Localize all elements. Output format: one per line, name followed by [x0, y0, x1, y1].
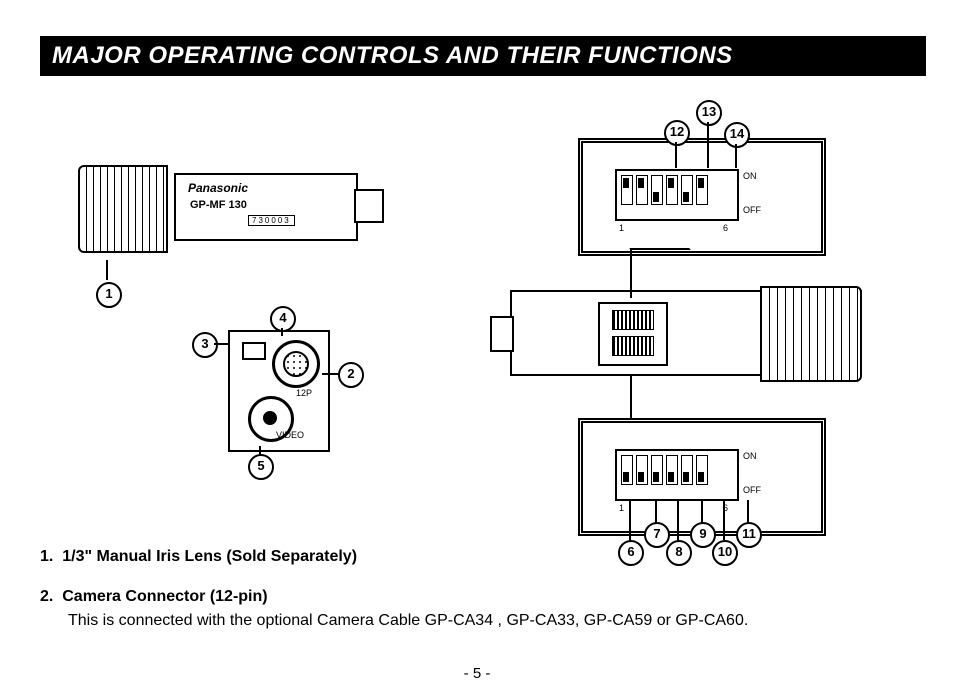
camera-side-view: Panasonic GP-MF 130 730003: [78, 155, 398, 259]
dip-switch-row: [617, 451, 737, 489]
label-12p: 12P: [296, 388, 312, 398]
callout-9: 9: [690, 522, 716, 548]
callout-3: 3: [192, 332, 218, 358]
callout-10: 10: [712, 540, 738, 566]
section-title: MAJOR OPERATING CONTROLS AND THEIR FUNCT…: [52, 42, 733, 69]
callout-6: 6: [618, 540, 644, 566]
item-num: 2.: [40, 588, 53, 605]
dip-on-label: ON: [743, 451, 757, 461]
callout-7: 7: [644, 522, 670, 548]
dip-num-6: 6: [723, 223, 728, 233]
leader-line: [701, 500, 703, 524]
callout-11: 11: [736, 522, 762, 548]
dip-inner: [615, 169, 739, 221]
dip-switch: [696, 175, 708, 205]
dip-inner: [615, 449, 739, 501]
leader-line: [655, 500, 657, 524]
callout-14: 14: [724, 122, 750, 148]
dip-switch: [621, 455, 633, 485]
leader-line: [322, 373, 338, 375]
dip-switch: [636, 175, 648, 205]
dip-box-top: ON OFF 1 6: [578, 138, 826, 256]
leader-line: [675, 142, 677, 168]
small-port: [242, 342, 266, 360]
dip-switch: [636, 455, 648, 485]
item-title: Camera Connector (12-pin): [62, 588, 267, 605]
dip-num-1: 1: [619, 223, 624, 233]
callout-2: 2: [338, 362, 364, 388]
dip-switch: [666, 455, 678, 485]
model-label: GP-MF 130: [190, 199, 247, 211]
leader-line: [630, 248, 632, 298]
dip-switch: [651, 175, 663, 205]
page-number: - 5 -: [0, 665, 954, 682]
dip-switch: [696, 455, 708, 485]
leader-line: [281, 328, 283, 336]
leader-line: [630, 374, 632, 424]
callout-12: 12: [664, 120, 690, 146]
item-title: 1/3" Manual Iris Lens (Sold Separately): [62, 548, 357, 565]
leader-line: [629, 248, 691, 250]
callout-4: 4: [270, 306, 296, 332]
section-title-bar: MAJOR OPERATING CONTROLS AND THEIR FUNCT…: [40, 36, 926, 76]
lens-barrel: [78, 165, 168, 253]
brand-label: Panasonic: [188, 181, 248, 195]
connector-12pin: [272, 340, 320, 388]
callout-8: 8: [666, 540, 692, 566]
dip-off-label: OFF: [743, 485, 761, 495]
dip-switch: [651, 455, 663, 485]
dip-num-1: 1: [619, 503, 624, 513]
dip-slot: [612, 336, 654, 356]
dip-on-label: ON: [743, 171, 757, 181]
dip-switch: [681, 455, 693, 485]
serial-label: 730003: [248, 215, 295, 226]
item-1: 1. 1/3" Manual Iris Lens (Sold Separatel…: [40, 548, 357, 566]
leader-line: [677, 500, 679, 540]
leader-line: [106, 260, 108, 280]
dip-switch: [681, 175, 693, 205]
leader-line: [629, 500, 631, 540]
item-2: 2. Camera Connector (12-pin): [40, 588, 268, 606]
callout-1: 1: [96, 282, 122, 308]
item-num: 1.: [40, 548, 53, 565]
dip-switch-row: [617, 171, 737, 209]
leader-line: [747, 500, 749, 524]
dip-slot: [612, 310, 654, 330]
lens-barrel: [760, 286, 862, 382]
page: MAJOR OPERATING CONTROLS AND THEIR FUNCT…: [0, 0, 954, 696]
callout-13: 13: [696, 100, 722, 126]
callout-5: 5: [248, 454, 274, 480]
leader-line: [723, 500, 725, 540]
leader-line: [259, 446, 261, 456]
dip-switch: [666, 175, 678, 205]
item-2-desc: This is connected with the optional Came…: [68, 612, 748, 630]
leader-line: [707, 122, 709, 168]
rear-plug: [354, 189, 384, 223]
dip-panel: [598, 302, 668, 366]
dip-switch: [621, 175, 633, 205]
rear-plug: [490, 316, 514, 352]
camera-top-view: [510, 290, 862, 376]
dip-off-label: OFF: [743, 205, 761, 215]
connector-panel: 12P VIDEO: [228, 330, 330, 452]
leader-line: [214, 343, 230, 345]
label-video: VIDEO: [276, 430, 304, 440]
leader-line: [735, 144, 737, 168]
